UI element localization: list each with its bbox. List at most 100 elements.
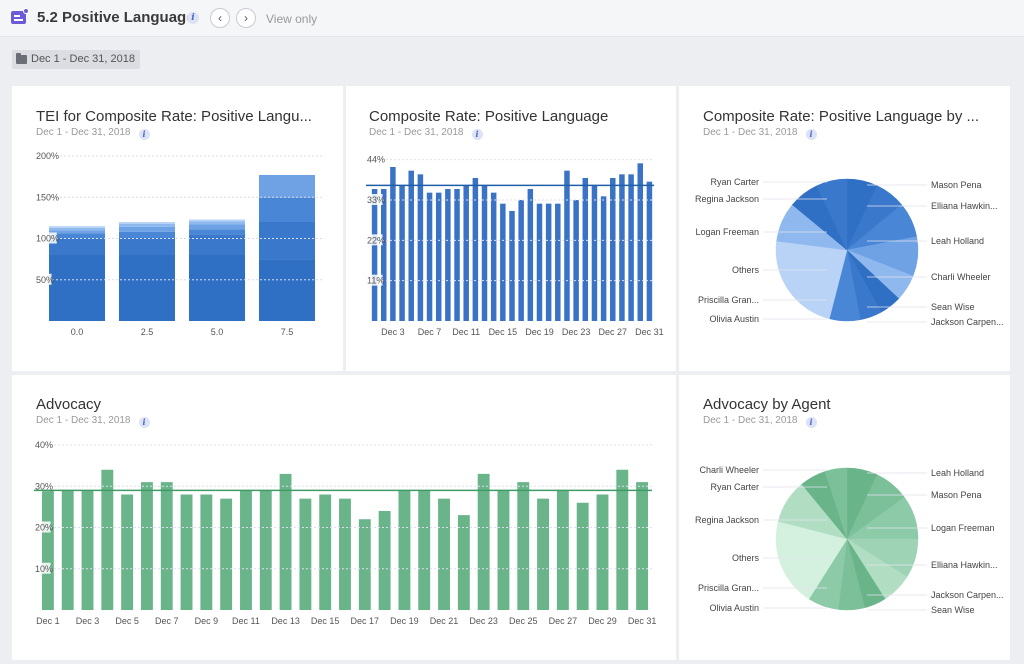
info-icon[interactable]: i [805,129,817,140]
x-tick-label: Dec 1 [36,616,60,626]
panel-title: TEI for Composite Rate: Positive Langu..… [36,108,312,125]
y-tick-bg [365,274,383,286]
bar [121,494,134,610]
y-tick-bg [365,234,383,246]
bar [582,178,589,321]
bar [490,192,497,321]
bar [180,494,193,610]
x-tick-label: 2.5 [141,327,154,337]
bar [299,498,312,610]
bar [438,498,450,610]
stacked-bar-segment [189,221,245,225]
bar [564,170,570,321]
pie-label: Charli Wheeler [931,272,991,282]
x-tick-label: Dec 29 [588,616,617,626]
pie-label: Regina Jackson [695,194,759,204]
stacked-bar-segment [49,226,105,228]
x-tick-label: Dec 23 [469,616,498,626]
panel-date: Dec 1 - Dec 31, 2018 [36,415,131,426]
y-tick-label: 11% [367,276,384,286]
x-tick-label: Dec 27 [599,327,628,337]
x-tick-label: Dec 17 [351,616,380,626]
panel-date: Dec 1 - Dec 31, 2018 [703,415,798,426]
x-tick-label: Dec 27 [549,616,578,626]
bar [378,511,391,610]
pie-label: Elliana Hawkin... [931,201,998,211]
stacked-bar-segment [119,226,175,232]
bar [517,482,530,610]
y-tick-label: 150% [36,192,59,202]
panel-date: Dec 1 - Dec 31, 2018 [36,127,131,138]
y-tick-bg [33,480,51,492]
bar [481,185,488,321]
info-icon[interactable]: i [805,417,817,428]
y-tick-label: 200% [36,151,59,161]
bar [596,494,609,610]
bar [636,482,649,610]
advocacy-agent-panel: Advocacy by Agent Dec 1 - Dec 31, 2018 i … [679,375,1010,660]
composite-agent-pie-chart: Ryan Carter Regina Jackson Logan Freeman Ot… [695,177,1004,327]
bar [220,498,233,610]
x-tick-label: Dec 3 [381,327,405,337]
x-tick-label: Dec 9 [195,616,219,626]
next-dashboard-button[interactable]: › [236,8,256,28]
advocacy-agent-pie-chart: Charli Wheeler Ryan Carter Regina Jackson O… [695,465,1004,615]
stacked-bar-segment [49,230,105,234]
pie-label: Sean Wise [931,302,975,312]
bar [610,178,616,321]
y-tick-bg [33,521,51,533]
pie-slice [775,240,848,320]
info-icon[interactable]: i [138,129,150,140]
stacked-bar-segment [259,222,315,260]
bar [536,203,543,321]
bar [463,185,469,321]
panel-subtitle: Dec 1 - Dec 31, 2018 i [703,415,817,428]
stacked-bar-segment [119,238,175,255]
bar [81,490,94,610]
x-tick-label: Dec 11 [232,616,260,626]
bar [591,185,598,321]
panel-title: Advocacy [36,396,102,413]
x-tick-label: Dec 21 [430,616,459,626]
date-range-filter[interactable]: Dec 1 - Dec 31, 2018 [12,50,140,69]
bar [435,192,442,321]
x-tick-label: 0.0 [71,327,84,337]
stacked-bar-segment [49,255,105,321]
stacked-bar-segment [119,255,175,321]
info-icon[interactable]: i [187,12,199,24]
x-tick-label: 7.5 [281,327,294,337]
pie-label: Logan Freeman [695,227,759,237]
pie-label: Leah Holland [931,236,984,246]
info-icon[interactable]: i [471,129,483,140]
bar [509,211,515,321]
bar [477,473,490,610]
bar [380,189,387,321]
stacked-bar-segment [259,197,315,222]
y-tick-bg [33,562,51,574]
y-tick-bg [34,150,57,161]
bar [497,490,510,610]
info-icon[interactable]: i [138,417,150,428]
bar [140,482,153,610]
bar [417,174,424,321]
stacked-bar-segment [189,219,245,222]
x-tick-label: Dec 3 [76,616,100,626]
stacked-bar-segment [189,234,245,255]
x-tick-label: Dec 25 [509,616,538,626]
y-tick-label: 44% [367,155,385,165]
panel-title: Composite Rate: Positive Language by ... [703,108,979,125]
pie-label: Priscilla Gran... [698,583,759,593]
bar [619,174,625,321]
page-title: 5.2 Positive Language [37,9,195,26]
stacked-bar-segment [189,229,245,235]
pie-label: Ryan Carter [710,482,759,492]
x-tick-label: 5.0 [211,327,224,337]
prev-dashboard-button[interactable]: ‹ [210,8,230,28]
x-tick-label: Dec 19 [525,327,554,337]
bar [279,473,292,610]
stacked-bar-segment [189,255,245,321]
bar [399,185,405,321]
bar [426,192,433,321]
tei-panel: TEI for Composite Rate: Positive Langu..… [12,86,343,371]
bar [537,498,550,610]
